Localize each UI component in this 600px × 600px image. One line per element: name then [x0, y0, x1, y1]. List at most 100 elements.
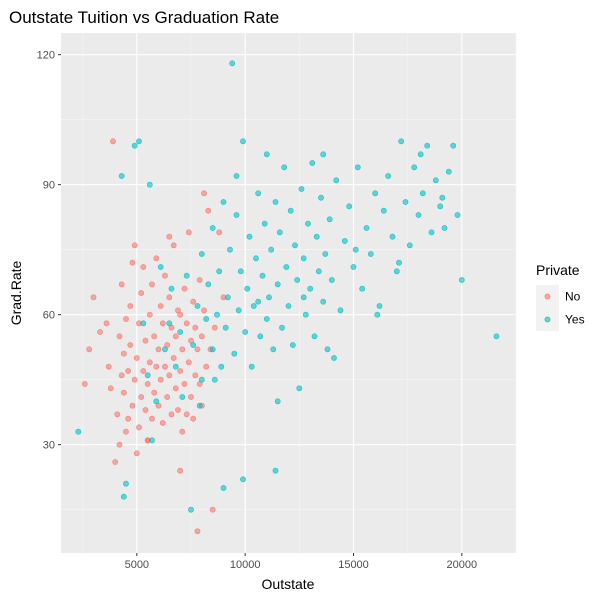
point-yes-104 — [411, 164, 418, 171]
point-no-28 — [136, 424, 142, 431]
point-no-31 — [138, 290, 145, 296]
point-yes-78 — [313, 233, 320, 240]
point-yes-50 — [257, 333, 264, 340]
point-no-15 — [120, 350, 127, 357]
point-no-32 — [140, 368, 147, 374]
point-no-45 — [153, 255, 160, 262]
point-yes-30 — [218, 363, 225, 370]
point-yes-7 — [144, 372, 151, 379]
point-yes-99 — [389, 233, 396, 240]
point-yes-43 — [242, 329, 249, 335]
point-no-81 — [192, 324, 199, 331]
point-yes-77 — [311, 333, 318, 340]
point-yes-68 — [292, 242, 298, 249]
point-no-20 — [127, 342, 134, 348]
point-yes-40 — [237, 268, 244, 275]
point-yes-98 — [385, 173, 392, 179]
legend-entries: No Yes — [536, 285, 585, 331]
point-no-83 — [194, 346, 201, 353]
point-yes-19 — [188, 506, 194, 513]
point-yes-18 — [183, 272, 190, 279]
point-no-68 — [179, 428, 186, 435]
point-no-13 — [118, 281, 125, 288]
point-yes-71 — [298, 186, 305, 192]
point-yes-55 — [266, 294, 272, 301]
point-no-44 — [153, 363, 160, 370]
y-tick-label-0: 30 — [43, 440, 55, 452]
point-no-82 — [194, 528, 201, 535]
x-tick-label-3: 20000 — [447, 559, 478, 571]
point-no-26 — [133, 450, 140, 457]
point-yes-75 — [307, 285, 314, 292]
point-yes-67 — [289, 342, 296, 348]
point-yes-114 — [454, 212, 461, 218]
point-yes-82 — [322, 251, 329, 257]
point-no-60 — [170, 355, 177, 361]
point-no-9 — [114, 411, 121, 418]
point-yes-9 — [149, 437, 155, 444]
point-yes-91 — [354, 164, 361, 171]
legend-label-yes: Yes — [565, 313, 585, 327]
point-yes-70 — [296, 385, 303, 392]
point-yes-96 — [376, 303, 383, 309]
legend-title: Private — [536, 262, 580, 278]
point-yes-13 — [166, 320, 173, 327]
point-no-73 — [183, 320, 190, 327]
point-yes-88 — [341, 238, 348, 244]
point-yes-48 — [253, 255, 259, 262]
point-no-71 — [181, 285, 188, 292]
point-yes-121 — [374, 311, 381, 318]
point-no-42 — [151, 389, 158, 396]
point-yes-125 — [233, 173, 240, 179]
point-yes-109 — [432, 177, 439, 184]
point-no-89 — [203, 363, 210, 370]
point-yes-39 — [235, 307, 242, 314]
point-no-25 — [131, 242, 138, 249]
point-yes-113 — [450, 142, 457, 149]
point-yes-72 — [300, 255, 307, 262]
point-no-7 — [110, 138, 116, 145]
point-yes-49 — [255, 190, 262, 197]
point-yes-46 — [248, 363, 255, 370]
point-yes-85 — [328, 277, 335, 283]
point-no-33 — [140, 264, 147, 270]
point-yes-35 — [227, 246, 233, 253]
point-yes-110 — [437, 203, 444, 210]
point-yes-120 — [352, 246, 359, 253]
point-yes-89 — [346, 203, 353, 210]
point-yes-123 — [417, 151, 424, 158]
point-yes-58 — [272, 467, 279, 474]
point-yes-16 — [177, 329, 184, 335]
point-yes-0 — [75, 428, 82, 435]
point-yes-90 — [350, 264, 357, 270]
point-yes-124 — [439, 194, 446, 201]
point-no-53 — [162, 272, 168, 279]
point-no-87 — [198, 333, 205, 340]
point-yes-22 — [198, 376, 205, 383]
point-no-98 — [177, 311, 184, 318]
point-no-64 — [175, 407, 181, 413]
point-yes-3 — [123, 480, 129, 487]
point-yes-93 — [363, 225, 370, 231]
point-yes-47 — [250, 303, 257, 309]
point-no-54 — [164, 394, 171, 400]
point-yes-45 — [246, 233, 253, 240]
point-yes-52 — [261, 220, 268, 227]
point-yes-1 — [118, 173, 125, 179]
point-no-12 — [118, 372, 125, 379]
point-no-17 — [123, 316, 129, 322]
point-no-66 — [177, 467, 184, 474]
point-yes-5 — [136, 138, 142, 145]
point-no-62 — [172, 385, 179, 392]
point-no-48 — [157, 376, 164, 383]
point-no-94 — [216, 229, 223, 236]
point-yes-116 — [493, 333, 500, 340]
point-yes-51 — [259, 272, 266, 279]
point-no-92 — [209, 506, 216, 513]
point-yes-11 — [157, 264, 164, 270]
point-no-24 — [131, 376, 138, 383]
point-yes-86 — [333, 177, 340, 184]
point-no-34 — [142, 407, 149, 413]
point-yes-128 — [211, 376, 218, 383]
point-no-8 — [112, 459, 119, 465]
